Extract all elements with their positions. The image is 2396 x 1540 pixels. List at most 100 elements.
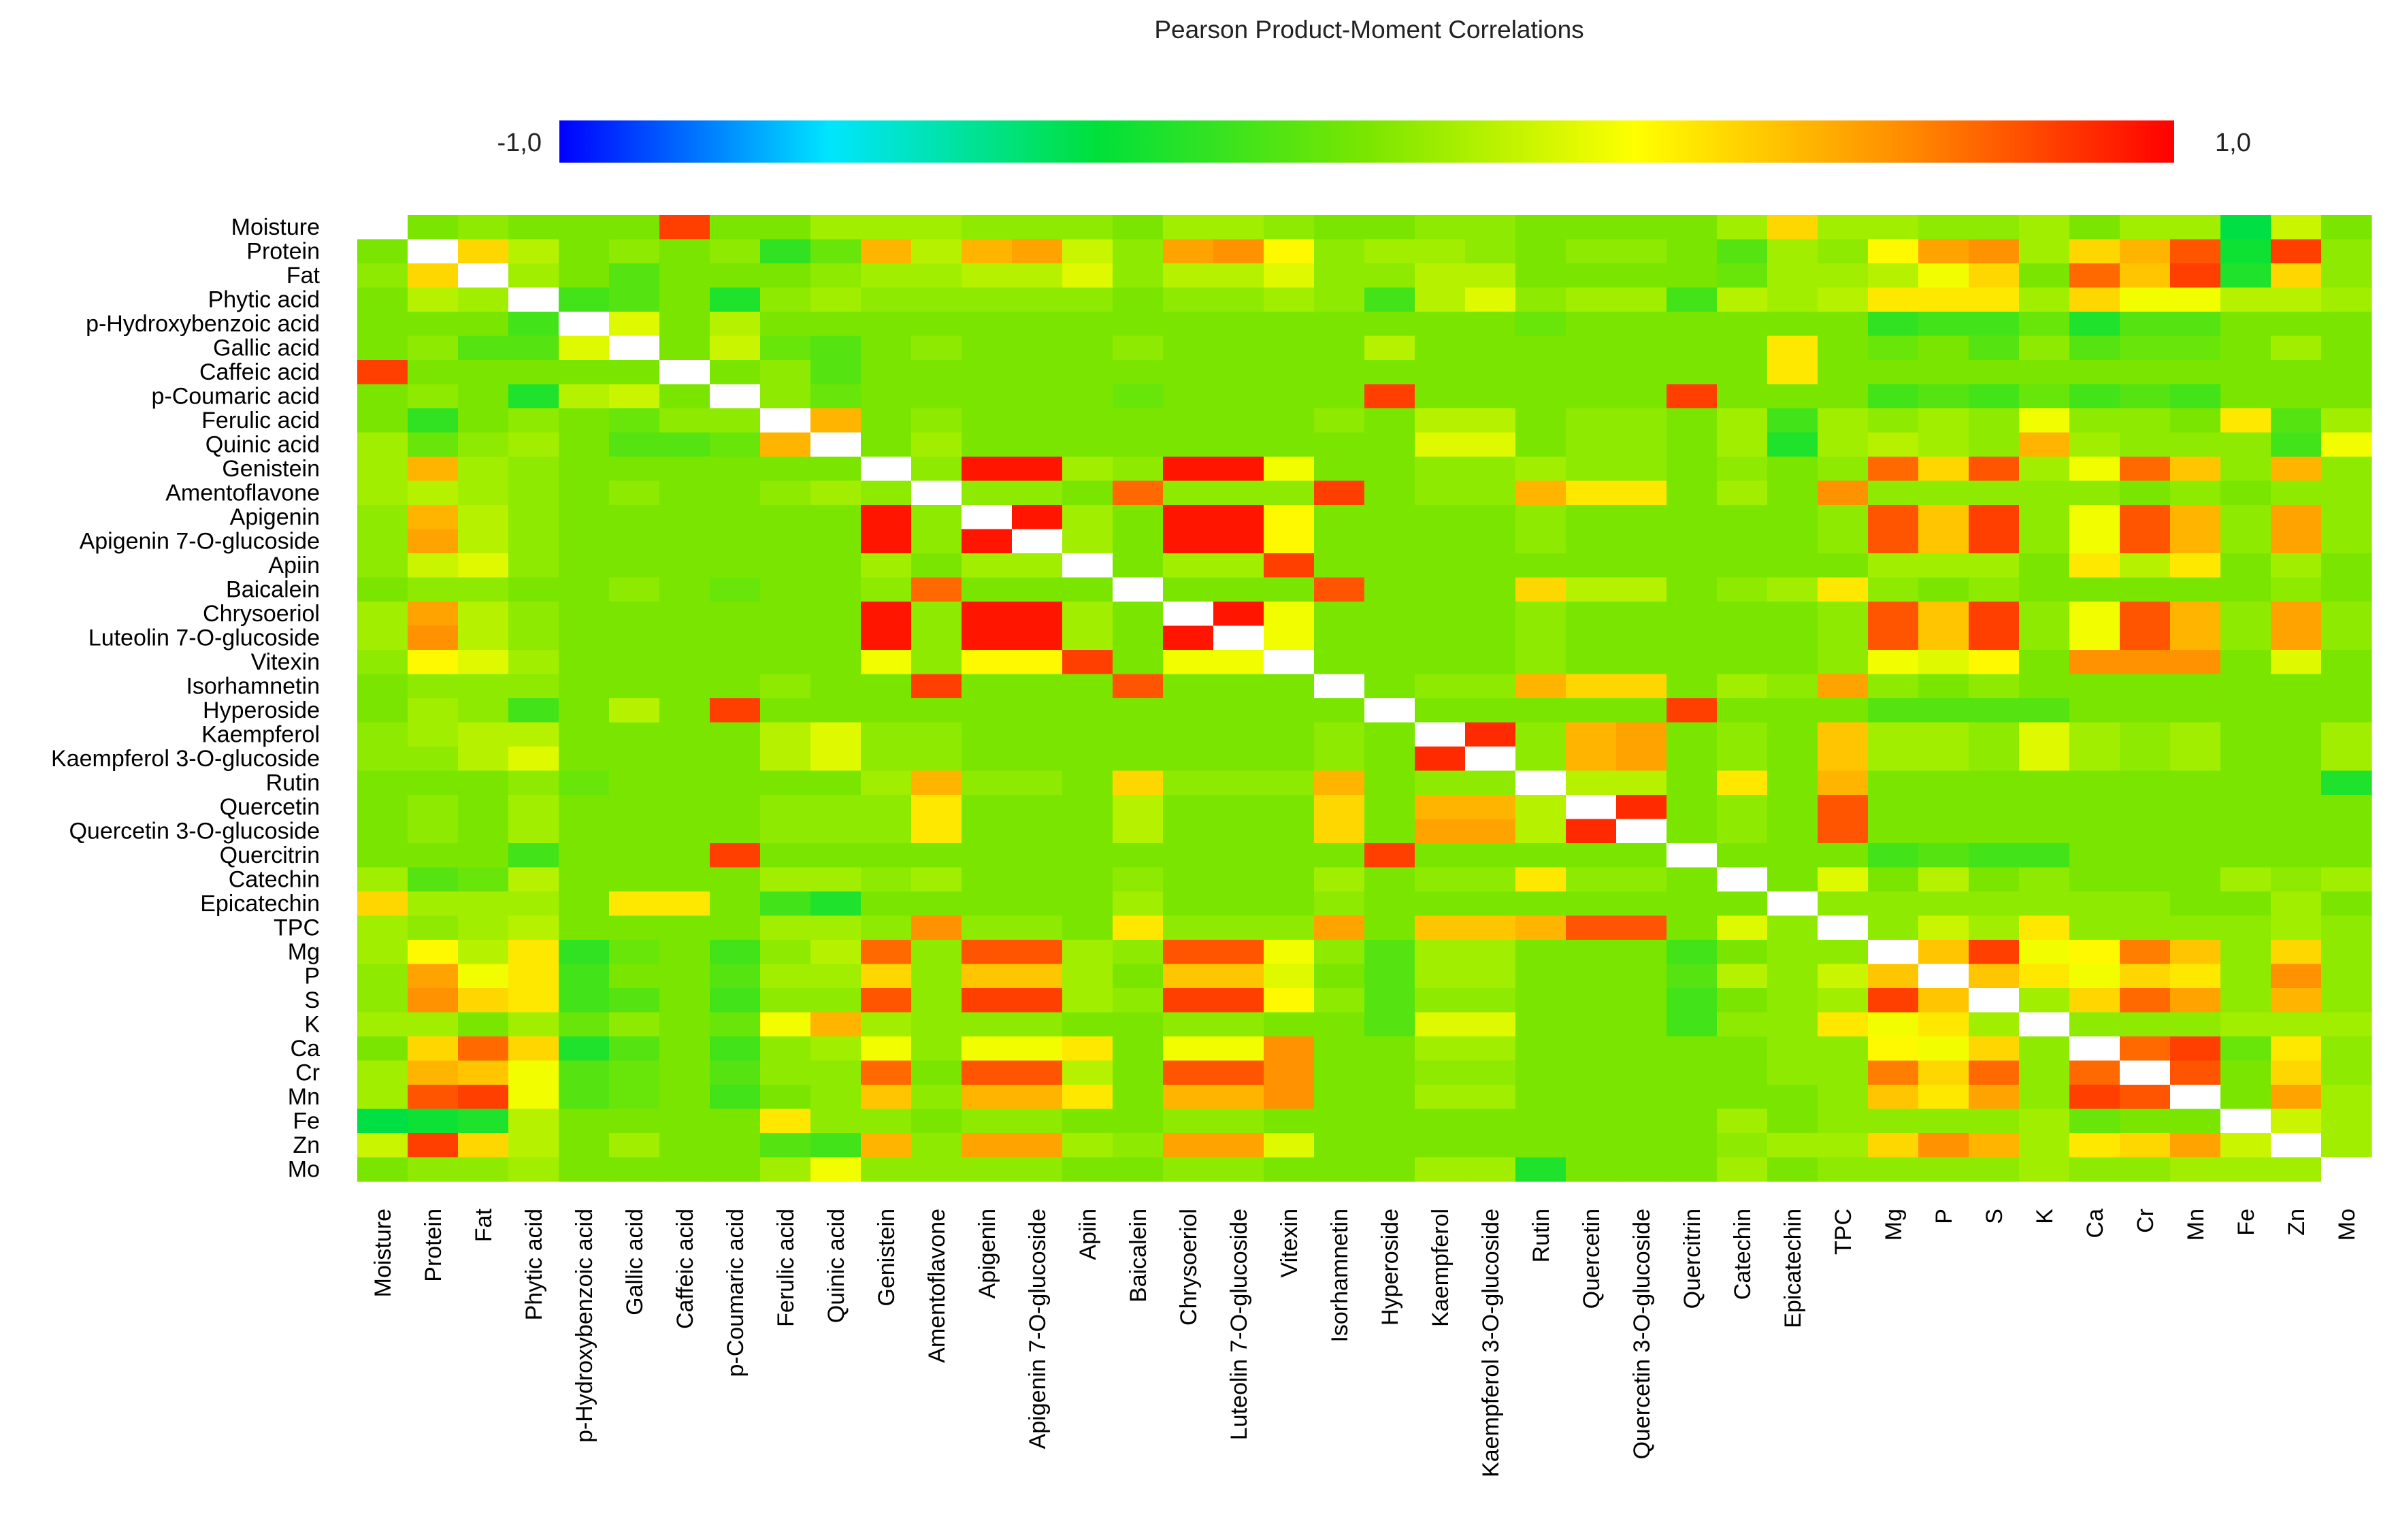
heatmap-cell — [1415, 432, 1466, 457]
heatmap-cell — [1213, 819, 1264, 844]
heatmap-cell — [1163, 819, 1214, 844]
heatmap-cell — [710, 1060, 761, 1085]
heatmap-cell — [1415, 360, 1466, 385]
heatmap-cell — [2321, 505, 2372, 530]
heatmap-cell — [357, 1085, 408, 1110]
heatmap-cell — [559, 988, 610, 1013]
heatmap-cell — [2069, 1060, 2120, 1085]
heatmap-cell — [1515, 625, 1566, 651]
heatmap-cell — [810, 1133, 861, 1158]
heatmap-cell — [1566, 940, 1617, 965]
heatmap-cell — [1667, 480, 1718, 506]
heatmap-cell — [2271, 287, 2322, 312]
heatmap-cell — [1818, 1133, 1869, 1158]
heatmap-cell — [760, 529, 811, 554]
heatmap-cell — [1314, 964, 1365, 989]
heatmap-cell — [1364, 674, 1415, 699]
heatmap-cell — [1515, 457, 1566, 482]
heatmap-cell — [659, 819, 710, 844]
heatmap-cell — [1868, 360, 1919, 385]
heatmap-cell — [1616, 698, 1667, 723]
heatmap-cell — [1364, 722, 1415, 747]
heatmap-cell — [2321, 215, 2372, 240]
heatmap-cell — [1969, 650, 2020, 675]
heatmap-cell — [357, 819, 408, 844]
heatmap-cell — [508, 1012, 559, 1037]
heatmap-cell — [1515, 287, 1566, 312]
heatmap-cell — [962, 312, 1013, 337]
heatmap-cell — [1918, 964, 1969, 989]
heatmap-cell — [559, 505, 610, 530]
heatmap-cell — [861, 843, 912, 868]
heatmap-cell — [810, 335, 861, 361]
heatmap-cell — [1364, 408, 1415, 433]
heatmap-cell — [810, 239, 861, 264]
heatmap-cell — [357, 940, 408, 965]
heatmap-cell — [1969, 722, 2020, 747]
heatmap-cell — [1969, 335, 2020, 361]
heatmap-cell — [2220, 215, 2271, 240]
heatmap-cell — [810, 505, 861, 530]
heatmap-cell — [1616, 988, 1667, 1013]
heatmap-cell — [1465, 915, 1516, 940]
heatmap-cell — [1113, 1012, 1164, 1037]
heatmap-cell — [1868, 215, 1919, 240]
heatmap-cell — [710, 1012, 761, 1037]
heatmap-cell — [1918, 287, 1969, 312]
heatmap-cell — [1969, 819, 2020, 844]
heatmap-cell — [1465, 988, 1516, 1013]
heatmap-cell — [2220, 529, 2271, 554]
heatmap-cell — [1667, 625, 1718, 651]
heatmap-cell — [1415, 408, 1466, 433]
row-label: Catechin — [229, 866, 320, 892]
heatmap-cell — [1868, 529, 1919, 554]
heatmap-cell — [1415, 819, 1466, 844]
heatmap-cell — [962, 625, 1013, 651]
heatmap-cell — [962, 819, 1013, 844]
heatmap-cell — [1062, 940, 1113, 965]
heatmap-cell — [357, 1157, 408, 1182]
heatmap-cell — [710, 964, 761, 989]
heatmap-cell — [1969, 1085, 2020, 1110]
heatmap-cell — [1969, 867, 2020, 892]
heatmap-cell — [1264, 335, 1315, 361]
column-label: TPC — [1831, 1209, 1856, 1255]
heatmap-cell — [710, 1157, 761, 1182]
heatmap-cell — [962, 1133, 1013, 1158]
heatmap-cell — [1818, 287, 1869, 312]
heatmap-cell — [1364, 1012, 1415, 1037]
heatmap-cell — [1213, 457, 1264, 482]
heatmap-cell — [609, 529, 660, 554]
heatmap-cell — [1969, 215, 2020, 240]
heatmap-cell — [1465, 457, 1516, 482]
heatmap-cell — [1264, 1060, 1315, 1085]
heatmap-cell — [1667, 408, 1718, 433]
heatmap-cell — [1465, 384, 1516, 409]
heatmap-cell — [710, 1085, 761, 1110]
heatmap-cell — [1314, 891, 1365, 917]
heatmap-cell — [1012, 602, 1063, 627]
heatmap-cell — [1918, 1157, 1969, 1182]
heatmap-cell — [559, 335, 610, 361]
heatmap-cell — [760, 1085, 811, 1110]
heatmap-cell — [2170, 384, 2221, 409]
heatmap-cell — [357, 529, 408, 554]
heatmap-cell — [1918, 457, 1969, 482]
heatmap-cell — [2019, 940, 2070, 965]
heatmap-cell — [2069, 215, 2120, 240]
heatmap-cell — [609, 1157, 660, 1182]
heatmap-cell — [1113, 553, 1164, 578]
heatmap-cell — [1314, 915, 1365, 940]
heatmap-cell — [659, 650, 710, 675]
heatmap-cell — [1767, 770, 1818, 796]
heatmap-cell — [2069, 770, 2120, 796]
heatmap-cell — [1566, 215, 1617, 240]
heatmap-cell — [2271, 964, 2322, 989]
heatmap-cell — [2321, 239, 2372, 264]
heatmap-cell — [1717, 215, 1768, 240]
heatmap-cell — [1515, 312, 1566, 337]
heatmap-cell — [1465, 747, 1516, 772]
heatmap-cell — [458, 1012, 509, 1037]
heatmap-cell — [1314, 674, 1365, 699]
heatmap-cell — [1717, 384, 1768, 409]
